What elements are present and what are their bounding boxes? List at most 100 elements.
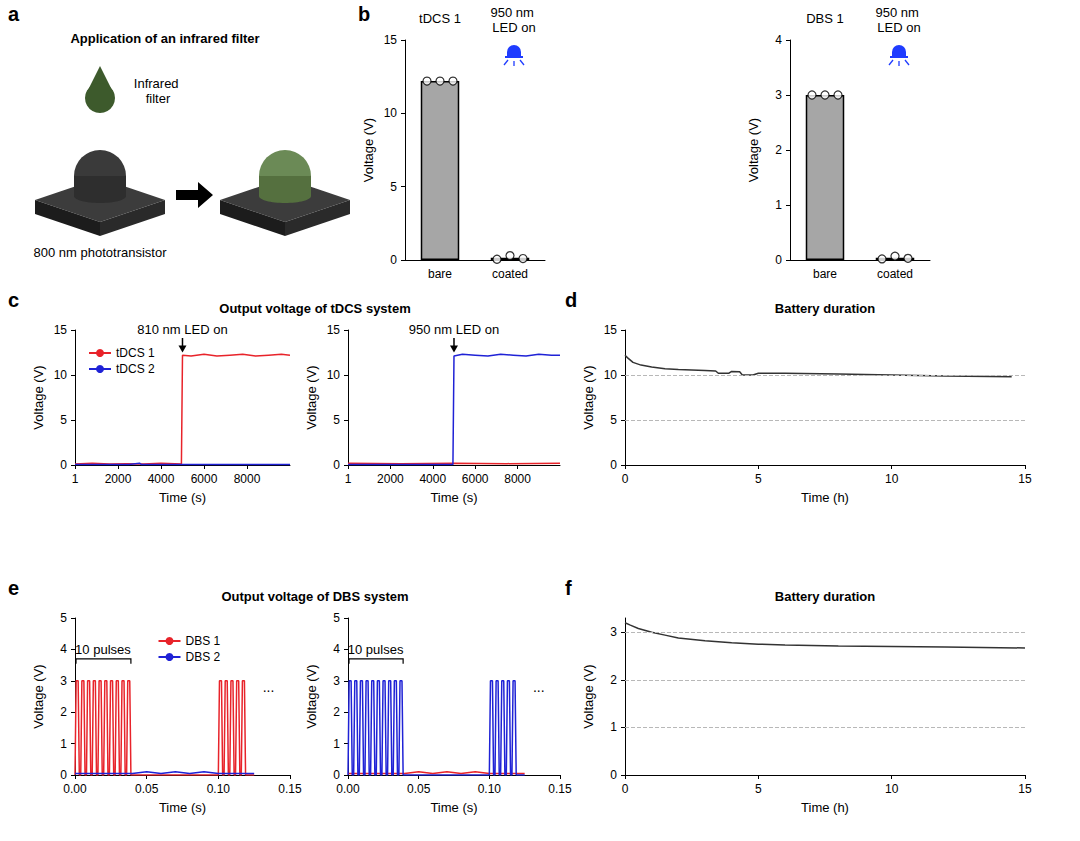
svg-text:0: 0 — [622, 782, 629, 796]
svg-text:5: 5 — [60, 413, 67, 427]
svg-text:800 nm phototransistor: 800 nm phototransistor — [34, 245, 168, 260]
svg-text:DBS 1: DBS 1 — [186, 634, 221, 648]
svg-text:10: 10 — [885, 472, 899, 486]
svg-text:Battery duration: Battery duration — [775, 301, 875, 316]
svg-text:10: 10 — [327, 368, 341, 382]
svg-text:Voltage (V): Voltage (V) — [31, 664, 46, 728]
svg-text:tDCS 2: tDCS 2 — [116, 362, 155, 376]
svg-text:Voltage (V): Voltage (V) — [304, 664, 319, 728]
svg-text:3: 3 — [610, 625, 617, 639]
svg-text:15: 15 — [54, 323, 68, 337]
svg-text:0.15: 0.15 — [278, 782, 302, 796]
svg-text:4000: 4000 — [419, 472, 446, 486]
svg-text:1: 1 — [775, 198, 782, 212]
svg-text:Time (s): Time (s) — [159, 800, 206, 815]
svg-text:Voltage (V): Voltage (V) — [304, 365, 319, 429]
svg-text:4: 4 — [775, 33, 782, 47]
svg-text:5: 5 — [333, 611, 340, 625]
svg-text:10 pulses: 10 pulses — [75, 642, 131, 657]
svg-text:Battery duration: Battery duration — [775, 589, 875, 604]
svg-text:0: 0 — [60, 768, 67, 782]
svg-text:6000: 6000 — [191, 472, 218, 486]
svg-text:10: 10 — [604, 368, 618, 382]
svg-text:Output voltage of tDCS system: Output voltage of tDCS system — [219, 301, 410, 316]
svg-text:15: 15 — [1018, 782, 1032, 796]
svg-text:...: ... — [533, 679, 545, 695]
svg-text:1: 1 — [60, 737, 67, 751]
svg-text:filter: filter — [146, 91, 171, 106]
svg-text:10: 10 — [885, 782, 899, 796]
svg-text:Voltage (V): Voltage (V) — [31, 365, 46, 429]
svg-text:Voltage (V): Voltage (V) — [581, 365, 596, 429]
svg-text:15: 15 — [604, 323, 618, 337]
svg-text:0.05: 0.05 — [135, 782, 159, 796]
svg-text:2000: 2000 — [377, 472, 404, 486]
svg-text:15: 15 — [327, 323, 341, 337]
svg-text:tDCS 1: tDCS 1 — [116, 346, 155, 360]
svg-text:0: 0 — [333, 458, 340, 472]
svg-text:4: 4 — [60, 642, 67, 656]
svg-text:0: 0 — [622, 472, 629, 486]
svg-text:10: 10 — [384, 106, 398, 120]
svg-text:2: 2 — [610, 673, 617, 687]
svg-text:1: 1 — [333, 737, 340, 751]
svg-text:6000: 6000 — [462, 472, 489, 486]
svg-text:Time (s): Time (s) — [430, 490, 477, 505]
svg-text:0: 0 — [333, 768, 340, 782]
svg-text:DBS 2: DBS 2 — [186, 650, 221, 664]
svg-text:5: 5 — [610, 413, 617, 427]
svg-text:bare: bare — [813, 267, 837, 281]
svg-text:4: 4 — [333, 642, 340, 656]
svg-text:e: e — [8, 577, 19, 599]
svg-text:Voltage (V): Voltage (V) — [581, 664, 596, 728]
svg-text:950 nm LED on: 950 nm LED on — [409, 322, 499, 337]
svg-text:Time (h): Time (h) — [801, 800, 849, 815]
svg-text:Time (s): Time (s) — [430, 800, 477, 815]
svg-text:b: b — [358, 3, 370, 25]
svg-text:5: 5 — [755, 472, 762, 486]
svg-text:1: 1 — [610, 720, 617, 734]
svg-text:d: d — [565, 289, 577, 311]
svg-text:2000: 2000 — [105, 472, 132, 486]
svg-text:LED on: LED on — [877, 20, 920, 35]
svg-text:...: ... — [263, 679, 275, 695]
svg-text:0.10: 0.10 — [478, 782, 502, 796]
svg-text:8000: 8000 — [504, 472, 531, 486]
svg-text:Voltage (V): Voltage (V) — [746, 118, 761, 182]
svg-text:Output voltage of DBS system: Output voltage of DBS system — [221, 589, 408, 604]
svg-text:2: 2 — [333, 705, 340, 719]
svg-text:1: 1 — [345, 472, 352, 486]
svg-text:8000: 8000 — [234, 472, 261, 486]
svg-text:f: f — [565, 577, 572, 599]
svg-text:0: 0 — [610, 768, 617, 782]
svg-text:1: 1 — [72, 472, 79, 486]
svg-text:5: 5 — [390, 180, 397, 194]
svg-text:2: 2 — [775, 143, 782, 157]
svg-text:Time (s): Time (s) — [159, 490, 206, 505]
svg-text:a: a — [8, 3, 20, 25]
svg-text:0.05: 0.05 — [407, 782, 431, 796]
svg-text:10: 10 — [54, 368, 68, 382]
svg-text:0.00: 0.00 — [336, 782, 360, 796]
svg-text:950 nm: 950 nm — [876, 5, 923, 20]
svg-text:0.10: 0.10 — [207, 782, 231, 796]
svg-text:5: 5 — [755, 782, 762, 796]
svg-text:Time (h): Time (h) — [801, 490, 849, 505]
svg-text:Voltage (V): Voltage (V) — [361, 118, 376, 182]
svg-text:LED on: LED on — [492, 20, 535, 35]
svg-text:2: 2 — [60, 705, 67, 719]
svg-text:950 nm: 950 nm — [491, 5, 538, 20]
svg-text:810 nm LED on: 810 nm LED on — [137, 322, 227, 337]
svg-text:c: c — [8, 289, 19, 311]
svg-text:Application of an infrared fil: Application of an infrared filter — [70, 31, 259, 46]
svg-text:10 pulses: 10 pulses — [348, 642, 404, 657]
svg-text:Infrared: Infrared — [134, 76, 182, 91]
svg-text:coated: coated — [877, 267, 913, 281]
svg-text:0: 0 — [775, 253, 782, 267]
svg-text:3: 3 — [333, 674, 340, 688]
svg-text:3: 3 — [60, 674, 67, 688]
svg-text:0: 0 — [390, 253, 397, 267]
svg-text:15: 15 — [384, 33, 398, 47]
svg-text:0: 0 — [610, 458, 617, 472]
svg-text:5: 5 — [60, 611, 67, 625]
